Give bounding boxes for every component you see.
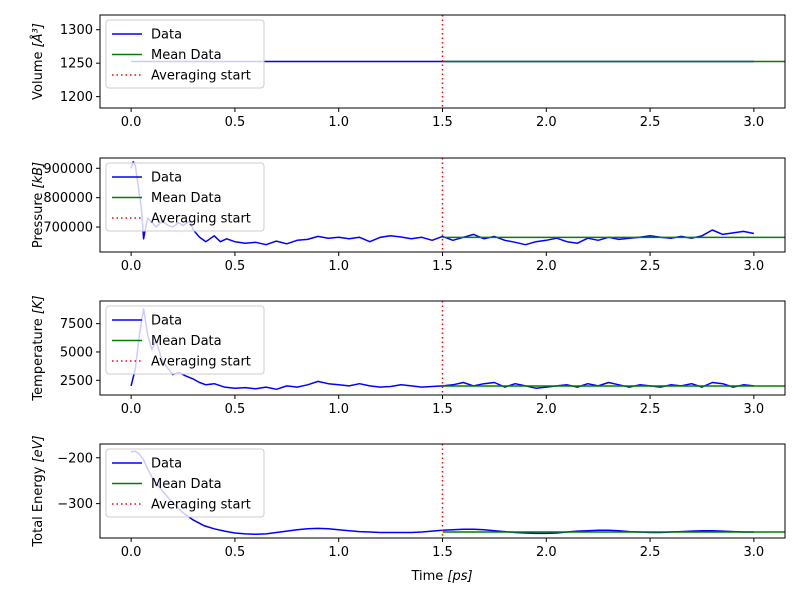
legend-entry: Data [151, 457, 182, 472]
x-tick-label: 0.5 [225, 115, 246, 130]
x-tick-label: 0.5 [225, 402, 246, 417]
legend-entry: Mean Data [151, 477, 222, 492]
y-tick-label: 1300 [60, 23, 93, 38]
legend: Data Mean Data Averaging start [105, 305, 265, 375]
x-tick-label: 3.0 [744, 545, 765, 560]
y-tick-label: 700000 [43, 221, 93, 236]
x-tick-label: 2.5 [640, 545, 661, 560]
plot-area [131, 444, 785, 538]
plot-area [130, 301, 785, 395]
legend-entry: Data [151, 28, 182, 43]
x-tick-label: 0.0 [121, 259, 142, 274]
x-tick-label: 3.0 [744, 115, 765, 130]
y-tick-label: 7500 [60, 317, 93, 332]
y-tick-label: −300 [57, 497, 93, 512]
x-tick-label: 0.5 [225, 259, 246, 274]
legend-entry: Mean Data [151, 191, 222, 206]
legend: Data Mean Data Averaging start [105, 162, 265, 232]
x-tick-label: 2.0 [536, 402, 557, 417]
legend-entry: Mean Data [151, 334, 222, 349]
x-tick-label: 1.5 [432, 402, 453, 417]
legend-entry: Averaging start [151, 355, 251, 370]
x-tick-label: 2.0 [536, 115, 557, 130]
x-tick-label: 0.0 [121, 545, 142, 560]
y-tick-label: 800000 [43, 191, 93, 206]
legend-entry: Averaging start [151, 212, 251, 227]
legend-entry: Data [151, 171, 182, 186]
x-tick-label: 2.0 [536, 259, 557, 274]
x-tick-label: 1.0 [328, 115, 349, 130]
x-tick-label: 1.0 [328, 402, 349, 417]
legend-entry: Averaging start [151, 69, 251, 84]
x-tick-label: 0.5 [225, 545, 246, 560]
x-axis-label: Time [ps] [410, 569, 472, 584]
panel-3: 0.0 0.5 1.0 1.5 2.0 2.5 3.0 2500 5000 7500 Tempera… [31, 295, 786, 417]
y-tick-label: −200 [57, 451, 93, 466]
x-tick-label: 2.0 [536, 545, 557, 560]
x-tick-label: 3.0 [744, 402, 765, 417]
x-tick-label: 1.5 [432, 545, 453, 560]
legend-entry: Mean Data [151, 48, 222, 63]
legend: Data Mean Data Averaging start [105, 448, 265, 518]
legend: Data Mean Data Averaging start [105, 19, 265, 89]
y-tick-label: 5000 [60, 345, 93, 360]
y-axis-label: Pressure [kB] [31, 162, 46, 248]
legend-box [105, 19, 265, 89]
x-tick-label: 2.5 [640, 259, 661, 274]
y-axis-label: Volume [Å³] [30, 23, 46, 100]
y-axis-label: Total Energy [eV] [31, 435, 46, 547]
x-tick-label: 1.0 [328, 259, 349, 274]
series-line-data [130, 308, 754, 391]
panel-2: 0.0 0.5 1.0 1.5 2.0 2.5 3.0 700000 800000 900000P… [31, 157, 786, 274]
y-tick-label: 1200 [60, 90, 93, 105]
y-axis-label: Temperature [K] [31, 295, 46, 401]
x-tick-label: 1.0 [328, 545, 349, 560]
x-tick-label: 2.5 [640, 115, 661, 130]
x-tick-label: 2.5 [640, 402, 661, 417]
x-tick-label: 1.5 [432, 259, 453, 274]
x-tick-label: 1.5 [432, 115, 453, 130]
legend-entry: Averaging start [151, 498, 251, 513]
panel-4: 0.0 0.5 1.0 1.5 2.0 2.5 3.0 −300 −200 Total Energ… [31, 435, 786, 560]
x-tick-label: 0.0 [121, 115, 142, 130]
legend-entry: Data [151, 314, 182, 329]
y-tick-label: 2500 [60, 374, 93, 389]
panel-1: 0.0 0.5 1.0 1.5 2.0 2.5 3.0 1200 1250 1300 Volume … [30, 14, 786, 130]
x-tick-label: 3.0 [744, 259, 765, 274]
y-tick-label: 900000 [43, 162, 93, 177]
legend-box [105, 305, 265, 375]
legend-box [105, 448, 265, 518]
y-tick-label: 1250 [60, 57, 93, 72]
x-tick-label: 0.0 [121, 402, 142, 417]
legend-box [105, 162, 265, 232]
